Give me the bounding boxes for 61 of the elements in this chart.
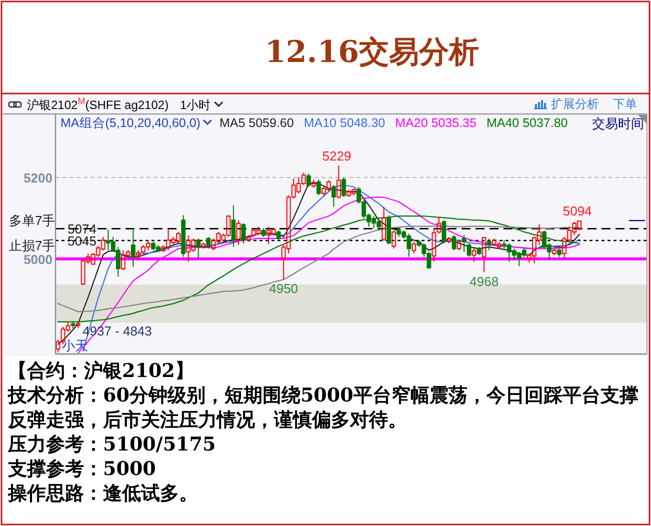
candlestick bbox=[557, 248, 562, 258]
candlestick bbox=[452, 234, 456, 251]
candlestick bbox=[342, 176, 346, 198]
text: 1小时 bbox=[180, 98, 211, 112]
candlestick bbox=[231, 204, 236, 248]
text: 扩展分析 bbox=[551, 97, 599, 111]
candlestick bbox=[246, 234, 251, 242]
annotation: 5094 bbox=[562, 204, 592, 219]
annotation: 4968 bbox=[470, 274, 499, 289]
text: 技术分析：60分钟级别，短期围绕5000平台窄幅震荡，今日回踩平台支撑反弹走强，后市关注压力情况，谨慎偏多对待。 bbox=[7, 384, 638, 431]
candlestick bbox=[446, 236, 452, 244]
line-series bbox=[57, 226, 580, 312]
candlestick bbox=[236, 220, 241, 246]
chart-title: 12.16交易分析 bbox=[265, 35, 479, 70]
candlestick bbox=[201, 242, 206, 250]
text: 止损7手 bbox=[9, 238, 56, 253]
candlestick bbox=[261, 228, 266, 238]
candlestick bbox=[476, 246, 482, 256]
text: 【合约：沪银2102】 bbox=[8, 360, 194, 382]
candlestick bbox=[412, 241, 416, 254]
candlestick bbox=[241, 222, 246, 244]
candlestick bbox=[466, 242, 472, 258]
text: 操作思路：逢低试多。 bbox=[7, 482, 198, 504]
legend-title: MA组合(5,10,20,40,60,0) bbox=[60, 116, 200, 130]
ref-line-label: 5045 bbox=[68, 234, 96, 249]
candlestick bbox=[332, 184, 336, 208]
candlestick bbox=[552, 248, 556, 256]
text: MA10 5048.30 bbox=[304, 116, 386, 130]
candlestick bbox=[336, 165, 341, 200]
candlestick bbox=[442, 220, 446, 244]
annotation: 4950 bbox=[269, 281, 298, 296]
candlestick bbox=[306, 172, 311, 188]
text: 下单 bbox=[613, 97, 637, 111]
candlestick bbox=[462, 234, 466, 252]
candlestick bbox=[392, 230, 396, 250]
candlestick bbox=[482, 236, 486, 272]
candlestick bbox=[432, 228, 436, 262]
candlestick bbox=[472, 248, 476, 262]
y-tick-label: 5000 bbox=[24, 252, 52, 267]
candlestick bbox=[276, 230, 281, 241]
candlestick bbox=[196, 238, 201, 259]
candlestick bbox=[486, 238, 492, 251]
candlestick bbox=[76, 321, 80, 328]
candlestick bbox=[456, 240, 462, 251]
candlestick bbox=[436, 216, 442, 234]
text: 压力参考：5100/5175 bbox=[7, 434, 216, 456]
candlestick bbox=[316, 178, 321, 196]
candlestick bbox=[382, 206, 386, 242]
candlestick bbox=[206, 236, 211, 250]
text: MA40 5037.80 bbox=[486, 116, 568, 130]
legend-label: MA5 5059.60 bbox=[219, 116, 294, 130]
text: MA20 5035.35 bbox=[395, 116, 476, 130]
text: 支撑参考：5000 bbox=[7, 458, 156, 480]
annotation: 交易时间 bbox=[592, 116, 644, 131]
candlestick bbox=[311, 178, 316, 188]
candlestick bbox=[181, 214, 186, 258]
annotation: 5229 bbox=[322, 148, 352, 164]
chart-subtitle: 沪银2102$^{M}$(SHFE ag2102) bbox=[27, 96, 169, 112]
candlestick bbox=[130, 228, 136, 268]
y-tick-label: 5200 bbox=[24, 170, 52, 186]
text: 多单7手 bbox=[9, 213, 56, 228]
